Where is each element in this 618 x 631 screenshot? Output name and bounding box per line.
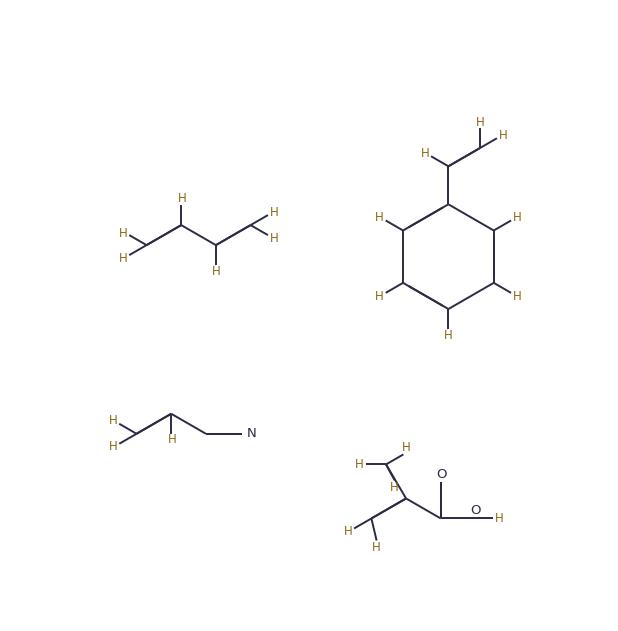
Text: H: H [109, 414, 117, 427]
Text: H: H [269, 206, 279, 218]
Text: H: H [402, 441, 411, 454]
Text: H: H [355, 458, 363, 471]
Text: H: H [391, 481, 399, 494]
Text: H: H [344, 525, 352, 538]
Text: H: H [476, 115, 485, 129]
Text: H: H [375, 290, 384, 303]
Text: O: O [436, 468, 447, 481]
Text: H: H [375, 211, 384, 223]
Text: H: H [177, 192, 187, 206]
Text: H: H [513, 211, 522, 223]
Text: H: H [167, 433, 176, 446]
Text: O: O [470, 504, 481, 517]
Text: H: H [499, 129, 507, 142]
Text: H: H [119, 227, 127, 240]
Text: H: H [372, 541, 381, 554]
Text: H: H [420, 146, 430, 160]
Text: H: H [269, 232, 279, 245]
Text: H: H [213, 265, 221, 278]
Text: H: H [119, 252, 127, 265]
Text: H: H [513, 290, 522, 303]
Text: H: H [496, 512, 504, 525]
Text: H: H [109, 440, 117, 453]
Text: N: N [247, 427, 256, 440]
Text: H: H [444, 329, 453, 343]
